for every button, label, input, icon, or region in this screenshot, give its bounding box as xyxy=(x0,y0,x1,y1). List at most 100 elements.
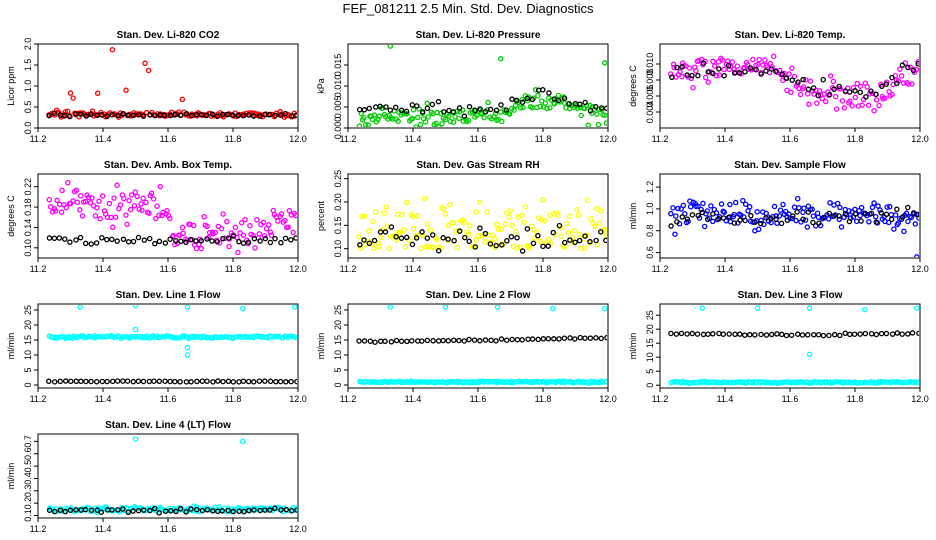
data-point-outlier xyxy=(239,305,246,312)
data-point-black xyxy=(130,112,137,119)
y-tick-label: 5 xyxy=(23,367,33,372)
data-point-black xyxy=(805,86,812,93)
y-tick-label: 0 xyxy=(333,382,343,387)
data-point-primary xyxy=(776,213,783,219)
x-tick-label: 12.0 xyxy=(289,264,307,274)
data-point-black xyxy=(67,113,73,120)
data-point-primary xyxy=(867,91,873,97)
data-point-black xyxy=(57,507,64,514)
data-point-primary xyxy=(734,63,741,69)
data-point-black xyxy=(577,101,583,108)
data-point-black xyxy=(130,378,137,385)
data-point-primary xyxy=(278,211,285,217)
data-point-black xyxy=(409,241,416,248)
data-point-primary xyxy=(869,204,876,211)
data-point-black xyxy=(710,331,716,337)
x-tick-label: 11.4 xyxy=(95,134,112,144)
y-tick-label: 0.015 xyxy=(333,54,343,77)
data-point-black xyxy=(140,507,147,513)
data-point-black xyxy=(251,235,258,242)
data-point-black xyxy=(125,239,132,245)
data-point-primary xyxy=(908,214,915,221)
data-point-primary xyxy=(473,237,479,243)
data-point-primary xyxy=(679,73,685,80)
data-point-primary xyxy=(555,92,562,99)
data-point-primary xyxy=(424,221,431,227)
x-tick-label: 11.4 xyxy=(405,264,422,274)
data-point-black xyxy=(230,379,237,385)
data-point-outlier xyxy=(239,438,246,445)
data-point-black xyxy=(68,378,74,385)
data-point-black xyxy=(230,233,237,239)
data-point-primary xyxy=(721,209,728,215)
data-point-black xyxy=(716,330,722,337)
data-point-black xyxy=(684,331,690,337)
data-point-primary xyxy=(547,378,553,385)
data-point-primary xyxy=(590,378,596,385)
data-point-black xyxy=(783,75,790,82)
y-tick-label: 10 xyxy=(333,350,343,360)
data-point-primary xyxy=(506,111,513,117)
data-point-black xyxy=(236,508,242,515)
data-point-primary xyxy=(900,80,907,86)
data-point-primary xyxy=(495,378,502,385)
data-point-primary xyxy=(498,226,505,232)
data-point-primary xyxy=(574,105,581,112)
data-point-black xyxy=(46,507,53,514)
y-axis-label: ml/min xyxy=(6,463,16,490)
data-point-outlier xyxy=(550,305,556,312)
data-point-black xyxy=(689,330,696,337)
data-point-outlier xyxy=(132,305,139,309)
data-point-black xyxy=(567,335,573,341)
data-point-black xyxy=(720,331,727,337)
data-point-primary xyxy=(193,245,200,252)
x-tick-label: 11.2 xyxy=(340,134,357,144)
data-point-primary xyxy=(461,219,468,226)
data-point-primary xyxy=(413,124,419,127)
data-point-black xyxy=(366,240,373,247)
data-point-primary xyxy=(603,120,607,126)
data-point-black xyxy=(140,378,147,385)
data-point-black xyxy=(795,79,801,85)
data-point-black xyxy=(156,378,163,385)
data-point-black xyxy=(294,507,297,513)
data-point-black xyxy=(424,105,431,112)
x-tick-label: 11.8 xyxy=(225,524,242,534)
data-point-black xyxy=(361,107,368,113)
data-point-primary xyxy=(603,378,607,385)
data-point-primary xyxy=(565,229,572,236)
y-tick-label: 0.008 xyxy=(645,69,655,92)
data-point-primary xyxy=(495,226,502,233)
data-point-black xyxy=(162,240,169,246)
data-point-primary xyxy=(814,100,820,106)
x-tick-label: 11.2 xyxy=(340,394,357,404)
panel-p6: Stan. Dev. Sample Flow ml/min 11.2 11.4 11.6… xyxy=(628,160,929,274)
x-tick-label: 11.2 xyxy=(30,264,47,274)
data-point-primary xyxy=(359,213,365,220)
data-point-primary xyxy=(371,112,378,118)
panel-title: Stan. Dev. Li-820 Temp. xyxy=(735,30,846,41)
data-point-primary xyxy=(912,221,919,227)
data-point-primary xyxy=(179,96,186,103)
data-point-black xyxy=(451,337,457,344)
data-point-black xyxy=(109,111,115,118)
x-tick-label: 11.8 xyxy=(847,134,864,144)
data-point-primary xyxy=(903,379,910,386)
data-point-primary xyxy=(414,213,421,219)
data-point-black xyxy=(140,113,147,119)
data-point-black xyxy=(784,217,791,223)
data-point-black xyxy=(356,106,363,113)
data-point-primary xyxy=(855,380,861,386)
data-point-black xyxy=(214,238,220,245)
y-tick-label: 0.25 xyxy=(333,170,343,188)
data-point-black xyxy=(240,378,247,384)
data-point-primary xyxy=(677,68,683,75)
data-point-black xyxy=(387,107,394,113)
data-point-black xyxy=(377,338,384,345)
data-point-black xyxy=(435,98,442,105)
data-point-primary xyxy=(92,213,99,219)
points xyxy=(356,45,607,127)
data-point-black xyxy=(593,237,599,244)
data-point-black xyxy=(732,331,738,338)
data-point-primary xyxy=(402,243,409,250)
